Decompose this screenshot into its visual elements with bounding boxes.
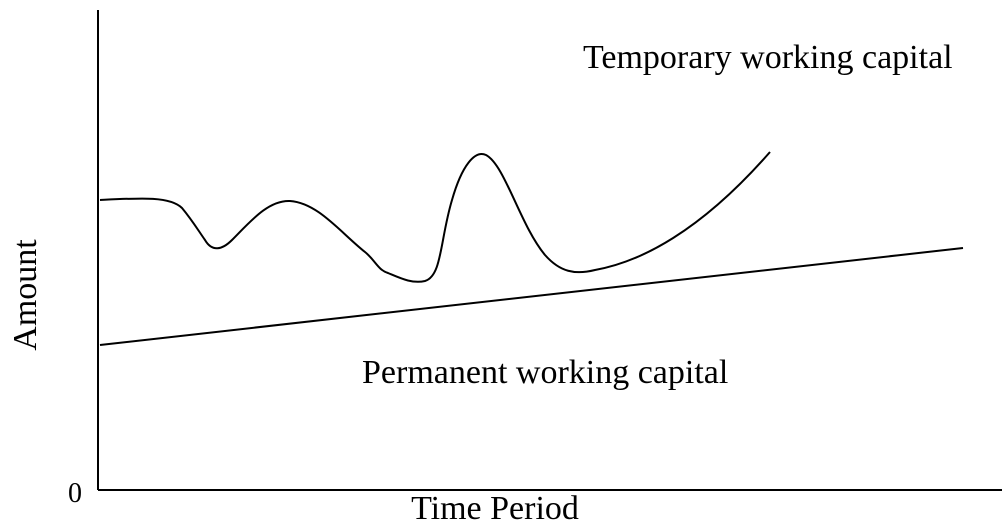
permanent-label: Permanent working capital bbox=[362, 354, 728, 391]
temporary-label: Temporary working capital bbox=[583, 39, 953, 76]
y-axis-label: Amount bbox=[7, 239, 44, 351]
origin-label: 0 bbox=[68, 478, 82, 509]
temporary-curve bbox=[99, 151, 771, 283]
x-axis-label: Time Period bbox=[411, 490, 579, 527]
permanent-line bbox=[99, 247, 964, 346]
